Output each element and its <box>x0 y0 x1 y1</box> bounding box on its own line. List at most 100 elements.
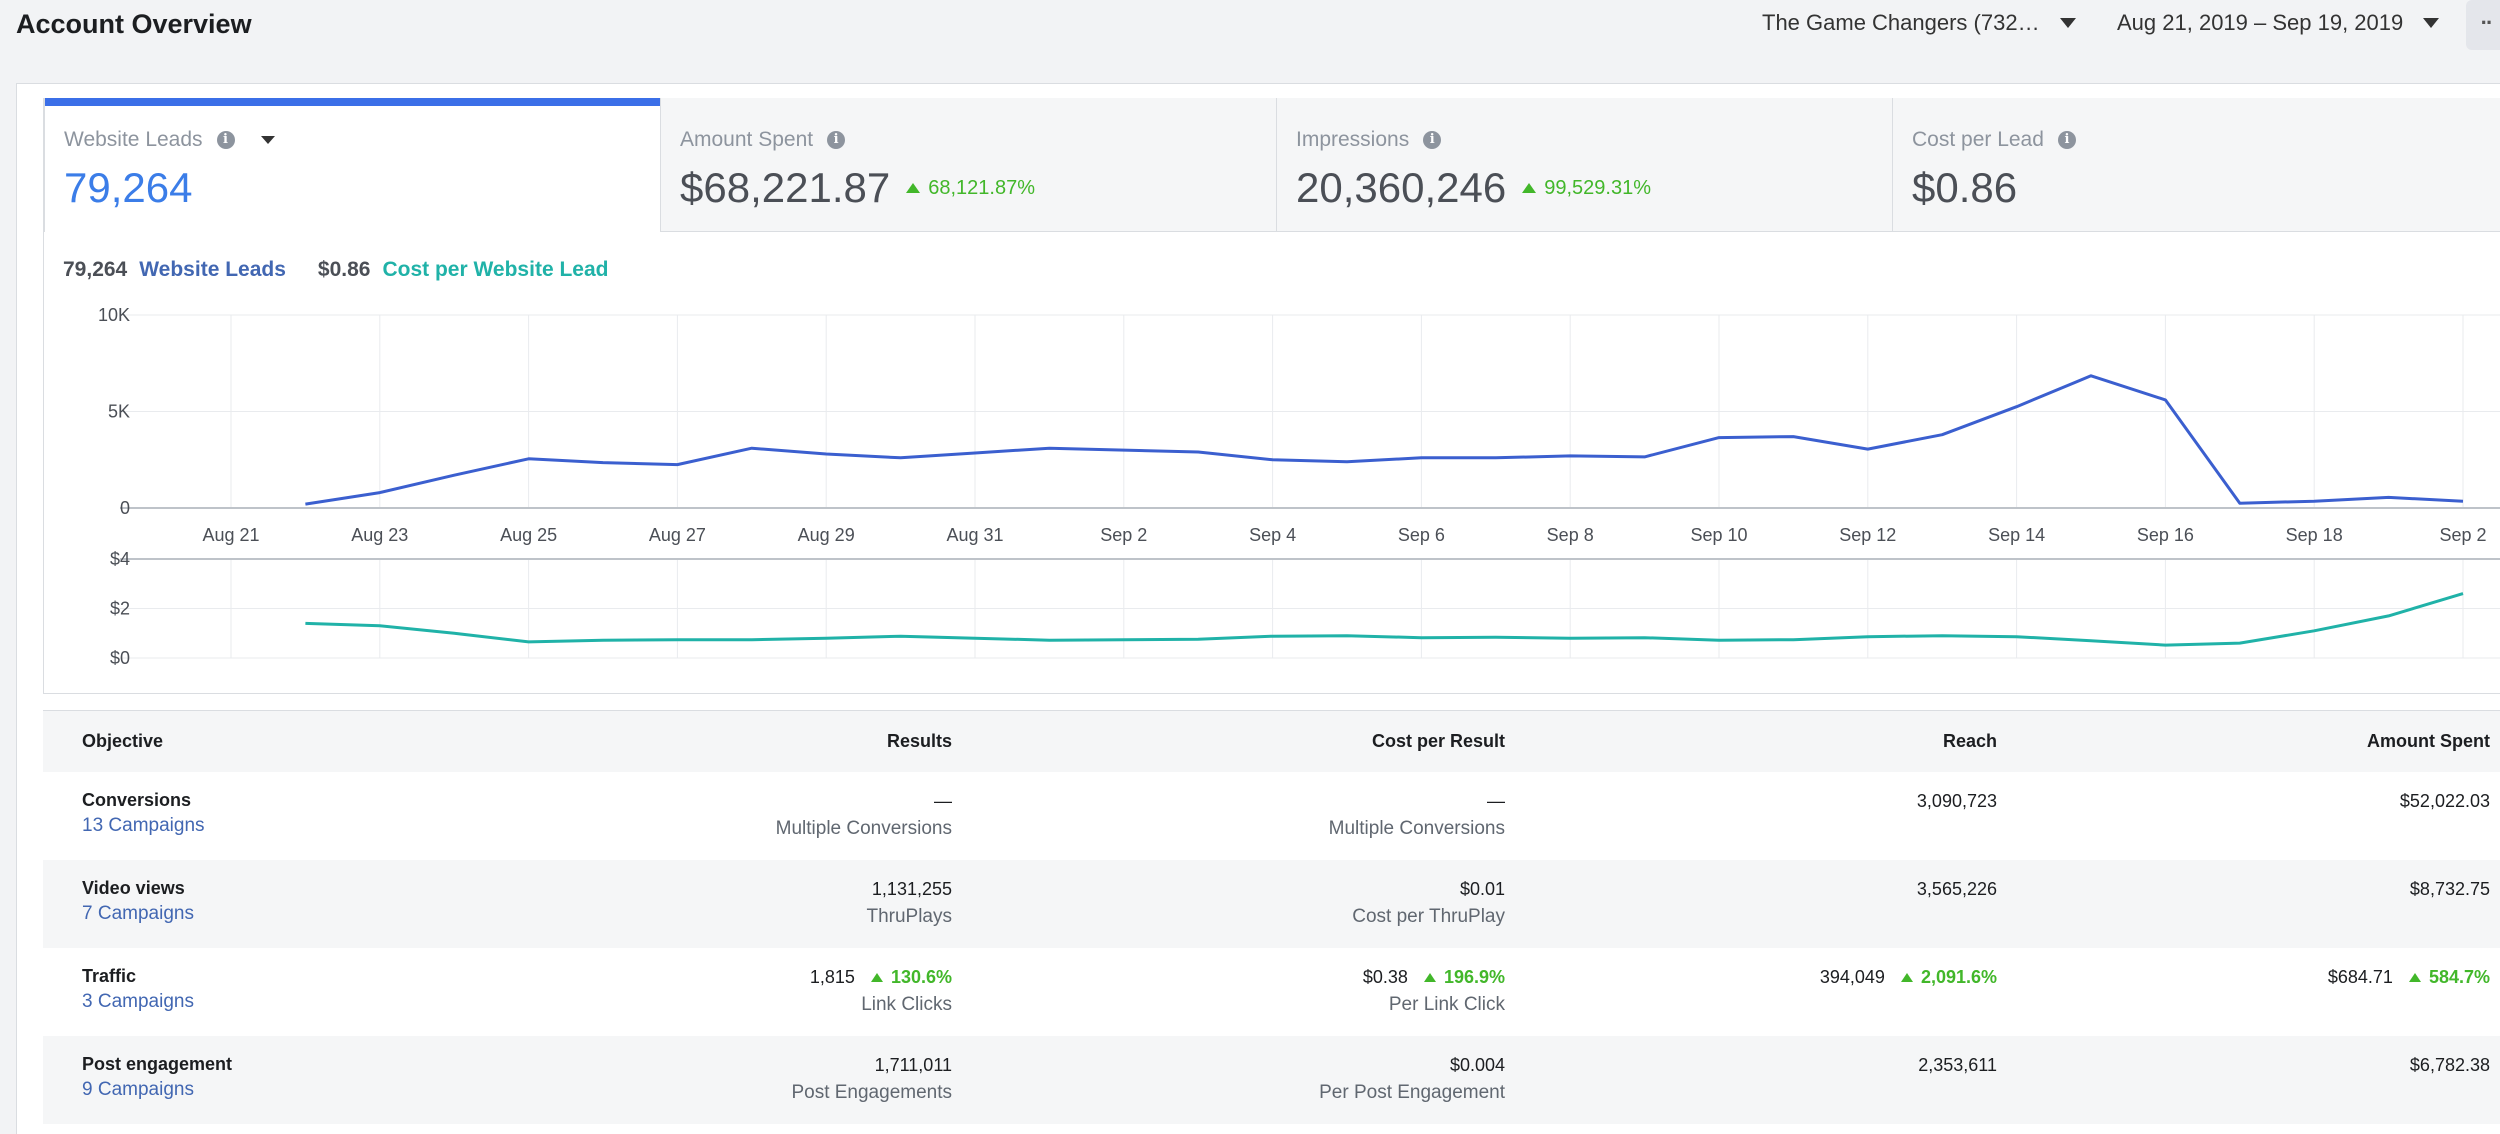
change-value: 584.7% <box>2428 966 2490 987</box>
account-selector[interactable]: The Game Changers (732… <box>1762 10 2076 36</box>
info-icon[interactable]: i <box>827 131 846 149</box>
legend-leads-value: 79,264 <box>63 258 128 281</box>
cell-reach: 2,353,611 <box>1918 1054 1997 1076</box>
cell-subtext: Per Link Click <box>1388 994 1505 1015</box>
cell-spent: $8,732.75 <box>2410 878 2490 900</box>
col-header-objective[interactable]: Objective <box>82 731 164 751</box>
chevron-down-icon <box>2423 18 2440 28</box>
cell-value: 394,049 <box>1819 966 1885 987</box>
col-header-cost-per-result[interactable]: Cost per Result <box>1371 731 1505 751</box>
x-tick-label: Sep 4 <box>1249 525 1296 545</box>
cell-results: 1,131,255 ThruPlays <box>866 878 952 928</box>
tab-value-text: $68,221.87 <box>680 164 891 211</box>
arrow-up-icon <box>1423 972 1436 982</box>
campaigns-link[interactable]: 3 Campaigns <box>82 991 194 1012</box>
legend-cost-label[interactable]: Cost per Website Lead <box>382 258 609 281</box>
active-tab-indicator <box>45 98 660 106</box>
chevron-down-icon[interactable] <box>260 136 275 144</box>
change-badge: 2,091.6% <box>1900 967 1997 988</box>
cell-value: 1,711,011 <box>874 1054 952 1075</box>
cell-results: 1,815 130.6% Link Clicks <box>810 966 952 1016</box>
tab-label-text: Impressions <box>1296 128 1410 151</box>
cell-value: 1,815 <box>809 966 855 987</box>
objective-name: Traffic <box>82 966 137 986</box>
x-tick-label: Aug 31 <box>946 525 1003 545</box>
cell-value: $0.38 <box>1362 966 1408 987</box>
change-value: 68,121.87% <box>928 176 1035 199</box>
cell-value: $52,022.03 <box>2399 790 2490 811</box>
objective-name: Post engagement <box>82 1054 233 1074</box>
cell-value: $0.004 <box>1449 1054 1505 1075</box>
col-header-reach[interactable]: Reach <box>1942 731 1997 751</box>
tab-value: $68,221.87 68,121.87% <box>680 164 1035 212</box>
tab-label-text: Website Leads <box>64 128 203 151</box>
change-value: 130.6% <box>890 966 952 987</box>
change-badge: 584.7% <box>2408 966 2490 988</box>
change-value: 99,529.31% <box>1544 176 1651 199</box>
col-header-amount-spent[interactable]: Amount Spent <box>2367 731 2490 751</box>
more-options-button[interactable]: ·· <box>2466 0 2500 50</box>
cell-subtext: Per Post Engagement <box>1319 1082 1505 1103</box>
cell-cpr: — Multiple Conversions <box>1329 790 1505 840</box>
leads-chart: 10K 5K 0 Aug 21 Aug 23 Aug 25 Aug 27 Aug 29 Aug … <box>98 305 2500 668</box>
change-value: 196.9% <box>1443 966 1505 987</box>
x-tick-label: Sep 12 <box>1839 525 1896 545</box>
chevron-down-icon <box>2059 18 2076 28</box>
table-row: Conversions 13 Campaigns — Multiple Conve… <box>43 772 2500 860</box>
tab-value-text: 79,264 <box>64 164 193 211</box>
info-icon[interactable]: i <box>1423 131 1442 149</box>
arrow-up-icon <box>1522 183 1537 193</box>
cell-spent: $6,782.38 <box>2410 1054 2490 1076</box>
tab-label: Amount Spent i <box>680 128 846 152</box>
x-tick-label: Sep 18 <box>2286 525 2343 545</box>
x-tick-label: Sep 10 <box>1690 525 1747 545</box>
legend-cost-value: $0.86 <box>317 258 371 281</box>
cell-reach: 3,090,723 <box>1917 790 1997 812</box>
y-tick-label: $0 <box>110 648 130 668</box>
tab-website-leads[interactable]: Website Leads i 79,264 <box>44 98 660 232</box>
x-tick-label: Sep 16 <box>2137 525 2194 545</box>
campaigns-link[interactable]: 7 Campaigns <box>82 903 194 924</box>
change-badge: 196.9% <box>1423 966 1505 988</box>
x-tick-label: Aug 29 <box>798 525 855 545</box>
cell-subtext: Multiple Conversions <box>1328 818 1505 839</box>
arrow-up-icon <box>870 972 883 982</box>
objective-name: Video views <box>82 878 185 898</box>
legend-leads-label[interactable]: Website Leads <box>139 258 286 281</box>
cell-subtext: Multiple Conversions <box>775 818 952 839</box>
tab-label: Impressions i <box>1296 128 1442 152</box>
cell-value: 2,353,611 <box>1918 1054 1997 1075</box>
info-icon[interactable]: i <box>2057 131 2076 149</box>
objective-name: Conversions <box>82 790 192 810</box>
cell-value: $684.71 <box>2327 966 2393 987</box>
tab-amount-spent[interactable]: Amount Spent i $68,221.87 68,121.87% <box>660 98 1276 232</box>
arrow-up-icon <box>1900 972 1913 982</box>
x-tick-label: Sep 6 <box>1398 525 1445 545</box>
tab-value: 20,360,246 99,529.31% <box>1296 164 1651 212</box>
top-bar: Account Overview The Game Changers (732…… <box>0 0 2500 52</box>
campaigns-link[interactable]: 13 Campaigns <box>82 815 205 836</box>
table-row: Traffic 3 Campaigns 1,815 130.6% Link Clic… <box>43 948 2500 1036</box>
x-tick-label: Aug 23 <box>351 525 408 545</box>
cell-value: 1,131,255 <box>871 878 952 899</box>
campaigns-link[interactable]: 9 Campaigns <box>82 1079 194 1100</box>
cell-value: $0.01 <box>1459 878 1505 899</box>
tab-cost-per-lead[interactable]: Cost per Lead i $0.86 <box>1892 98 2500 232</box>
cost-series-line <box>305 592 2464 647</box>
tab-impressions[interactable]: Impressions i 20,360,246 99,529.31% <box>1276 98 1892 232</box>
y-tick-label: 0 <box>120 498 130 518</box>
cell-spent: $684.71 584.7% <box>2328 966 2490 988</box>
date-range-selector[interactable]: Aug 21, 2019 – Sep 19, 2019 <box>2117 10 2440 36</box>
col-header-results[interactable]: Results <box>886 731 952 751</box>
cell-cpr: $0.38 196.9% Per Link Click <box>1363 966 1505 1016</box>
cell-value: $6,782.38 <box>2409 1054 2490 1075</box>
table-row: Video views 7 Campaigns 1,131,255 ThruPla… <box>43 860 2500 948</box>
x-tick-label: Sep 14 <box>1988 525 2045 545</box>
arrow-up-icon <box>906 183 921 193</box>
info-icon[interactable]: i <box>216 131 235 149</box>
leads-series-line <box>305 374 2464 506</box>
tab-label: Cost per Lead i <box>1912 128 2076 152</box>
y-tick-label: $4 <box>110 549 130 569</box>
x-tick-label: Aug 25 <box>500 525 557 545</box>
cell-results: 1,711,011 Post Engagements <box>791 1054 952 1104</box>
